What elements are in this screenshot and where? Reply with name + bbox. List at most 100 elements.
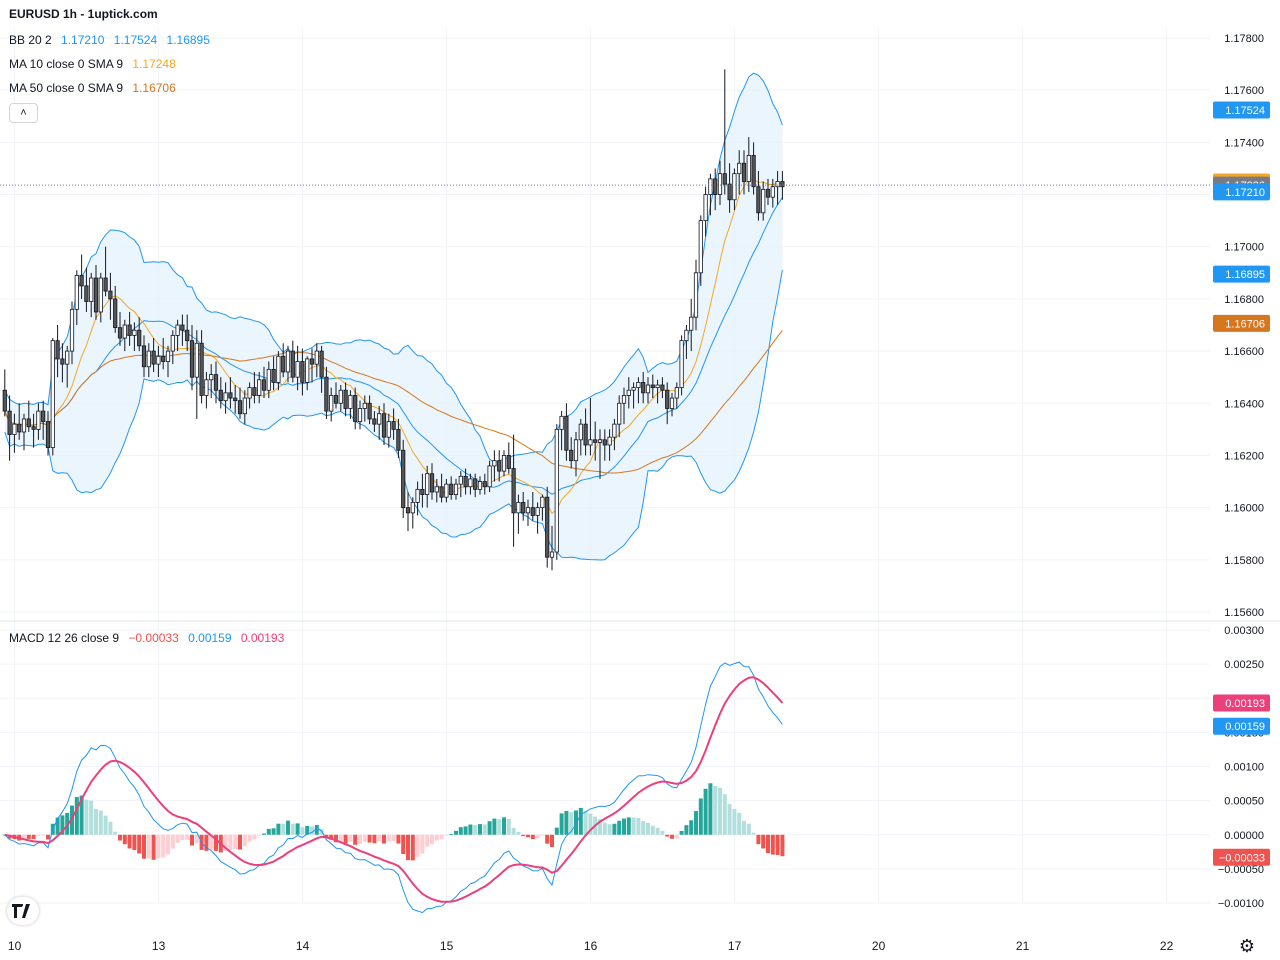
candle-body [377,413,382,425]
candle [309,348,315,383]
candle [487,460,492,492]
macd-histogram-bar [674,834,679,839]
candle-body [708,178,713,195]
candle-body [281,355,286,373]
macd-histogram-bar [458,827,463,835]
legend-macd-signal: 0.00193 [240,631,285,645]
candle-body [261,379,267,391]
macd-histogram-bar [185,834,190,840]
macd-histogram-bar [617,820,622,835]
candle [669,392,675,417]
candle-body [26,418,31,428]
macd-histogram-bar [242,834,247,847]
candle [314,343,319,378]
candle-body [703,194,708,222]
macd-histogram-bar [262,833,266,835]
macd-histogram-bar [305,825,310,835]
legend-ma10: MA 10 close 0 SMA 9 1.17248 [9,57,176,71]
candle [569,437,574,469]
candle [530,491,535,521]
candle [713,168,718,211]
candle-body [386,421,391,438]
macd-histogram-bar [526,834,530,838]
price-tick-label: 1.16600 [1224,346,1264,358]
macd-histogram-bar [430,834,434,845]
candle-body [319,350,324,378]
candle [698,215,703,286]
candle-body [588,439,593,446]
macd-histogram-bar [694,811,698,835]
candle [482,473,487,495]
macd-histogram-bar [252,834,257,840]
candle [189,325,195,391]
badge-bg [1213,265,1270,283]
candle-body [737,162,742,175]
candle-body [410,502,415,514]
legend-ma10-label: MA 10 close 0 SMA 9 [9,57,124,71]
price-tick-label: 1.15600 [1224,607,1264,619]
candle [21,413,27,451]
tradingview-logo[interactable] [7,897,39,925]
price-badge: 1.17524 [1213,101,1270,119]
candle-body [722,173,727,185]
candle [377,405,382,440]
macd-histogram-bar [343,834,348,844]
candle [357,400,363,430]
candle [228,377,233,409]
macd-histogram-bar [382,834,386,844]
macd-histogram-bar [233,834,238,850]
candle-body [453,483,459,495]
candle-body [434,486,439,493]
candle-body [290,350,295,378]
candle [175,319,180,352]
macd-histogram-bar [540,834,545,836]
candle [737,150,742,195]
macd-histogram-bar [122,834,127,845]
badge-text: 1.16706 [1225,318,1265,330]
candle-body [689,316,694,331]
candle [353,387,358,430]
badge-text: 1.17210 [1225,187,1265,199]
macd-histogram-bar [290,823,295,835]
candle [324,366,329,419]
macd-histogram-bar [266,828,271,835]
candle [473,473,478,498]
candle-body [65,350,70,365]
candle-body [641,381,646,394]
candle-body [295,361,300,378]
candle-body [482,481,487,488]
macd-histogram-bar [31,834,36,840]
candle [69,301,75,365]
candle-body [559,415,564,430]
candle [516,494,521,534]
candle [137,317,142,352]
candle [597,429,603,479]
candle [617,395,622,438]
price-tick-label: 1.16000 [1224,503,1264,515]
candle [521,491,526,521]
candle [703,186,708,237]
candle-body [501,455,507,472]
macd-histogram-bar [607,824,612,835]
macd-histogram-bar [622,818,626,835]
collapse-legend-button[interactable]: ˄ [9,103,38,123]
candle [372,411,377,432]
macd-histogram-bar [449,834,454,835]
macd-histogram-bar [396,834,401,844]
time-tick-label: 21 [1016,939,1030,953]
macd-panel [2,661,785,914]
candle [751,142,756,195]
macd-histogram-bar [626,817,631,835]
candle-body [655,384,660,389]
settings-gear-icon[interactable]: ⚙ [1238,936,1256,956]
candle [122,319,127,352]
candle-body [55,340,60,360]
badge-text: 0.00193 [1225,698,1265,710]
macd-histogram-bar [684,825,689,835]
candle-body [549,551,555,558]
macd-histogram-bar [434,834,439,841]
macd-tick-label: 0.00050 [1224,796,1264,808]
candle [329,387,334,422]
candle [204,371,209,409]
